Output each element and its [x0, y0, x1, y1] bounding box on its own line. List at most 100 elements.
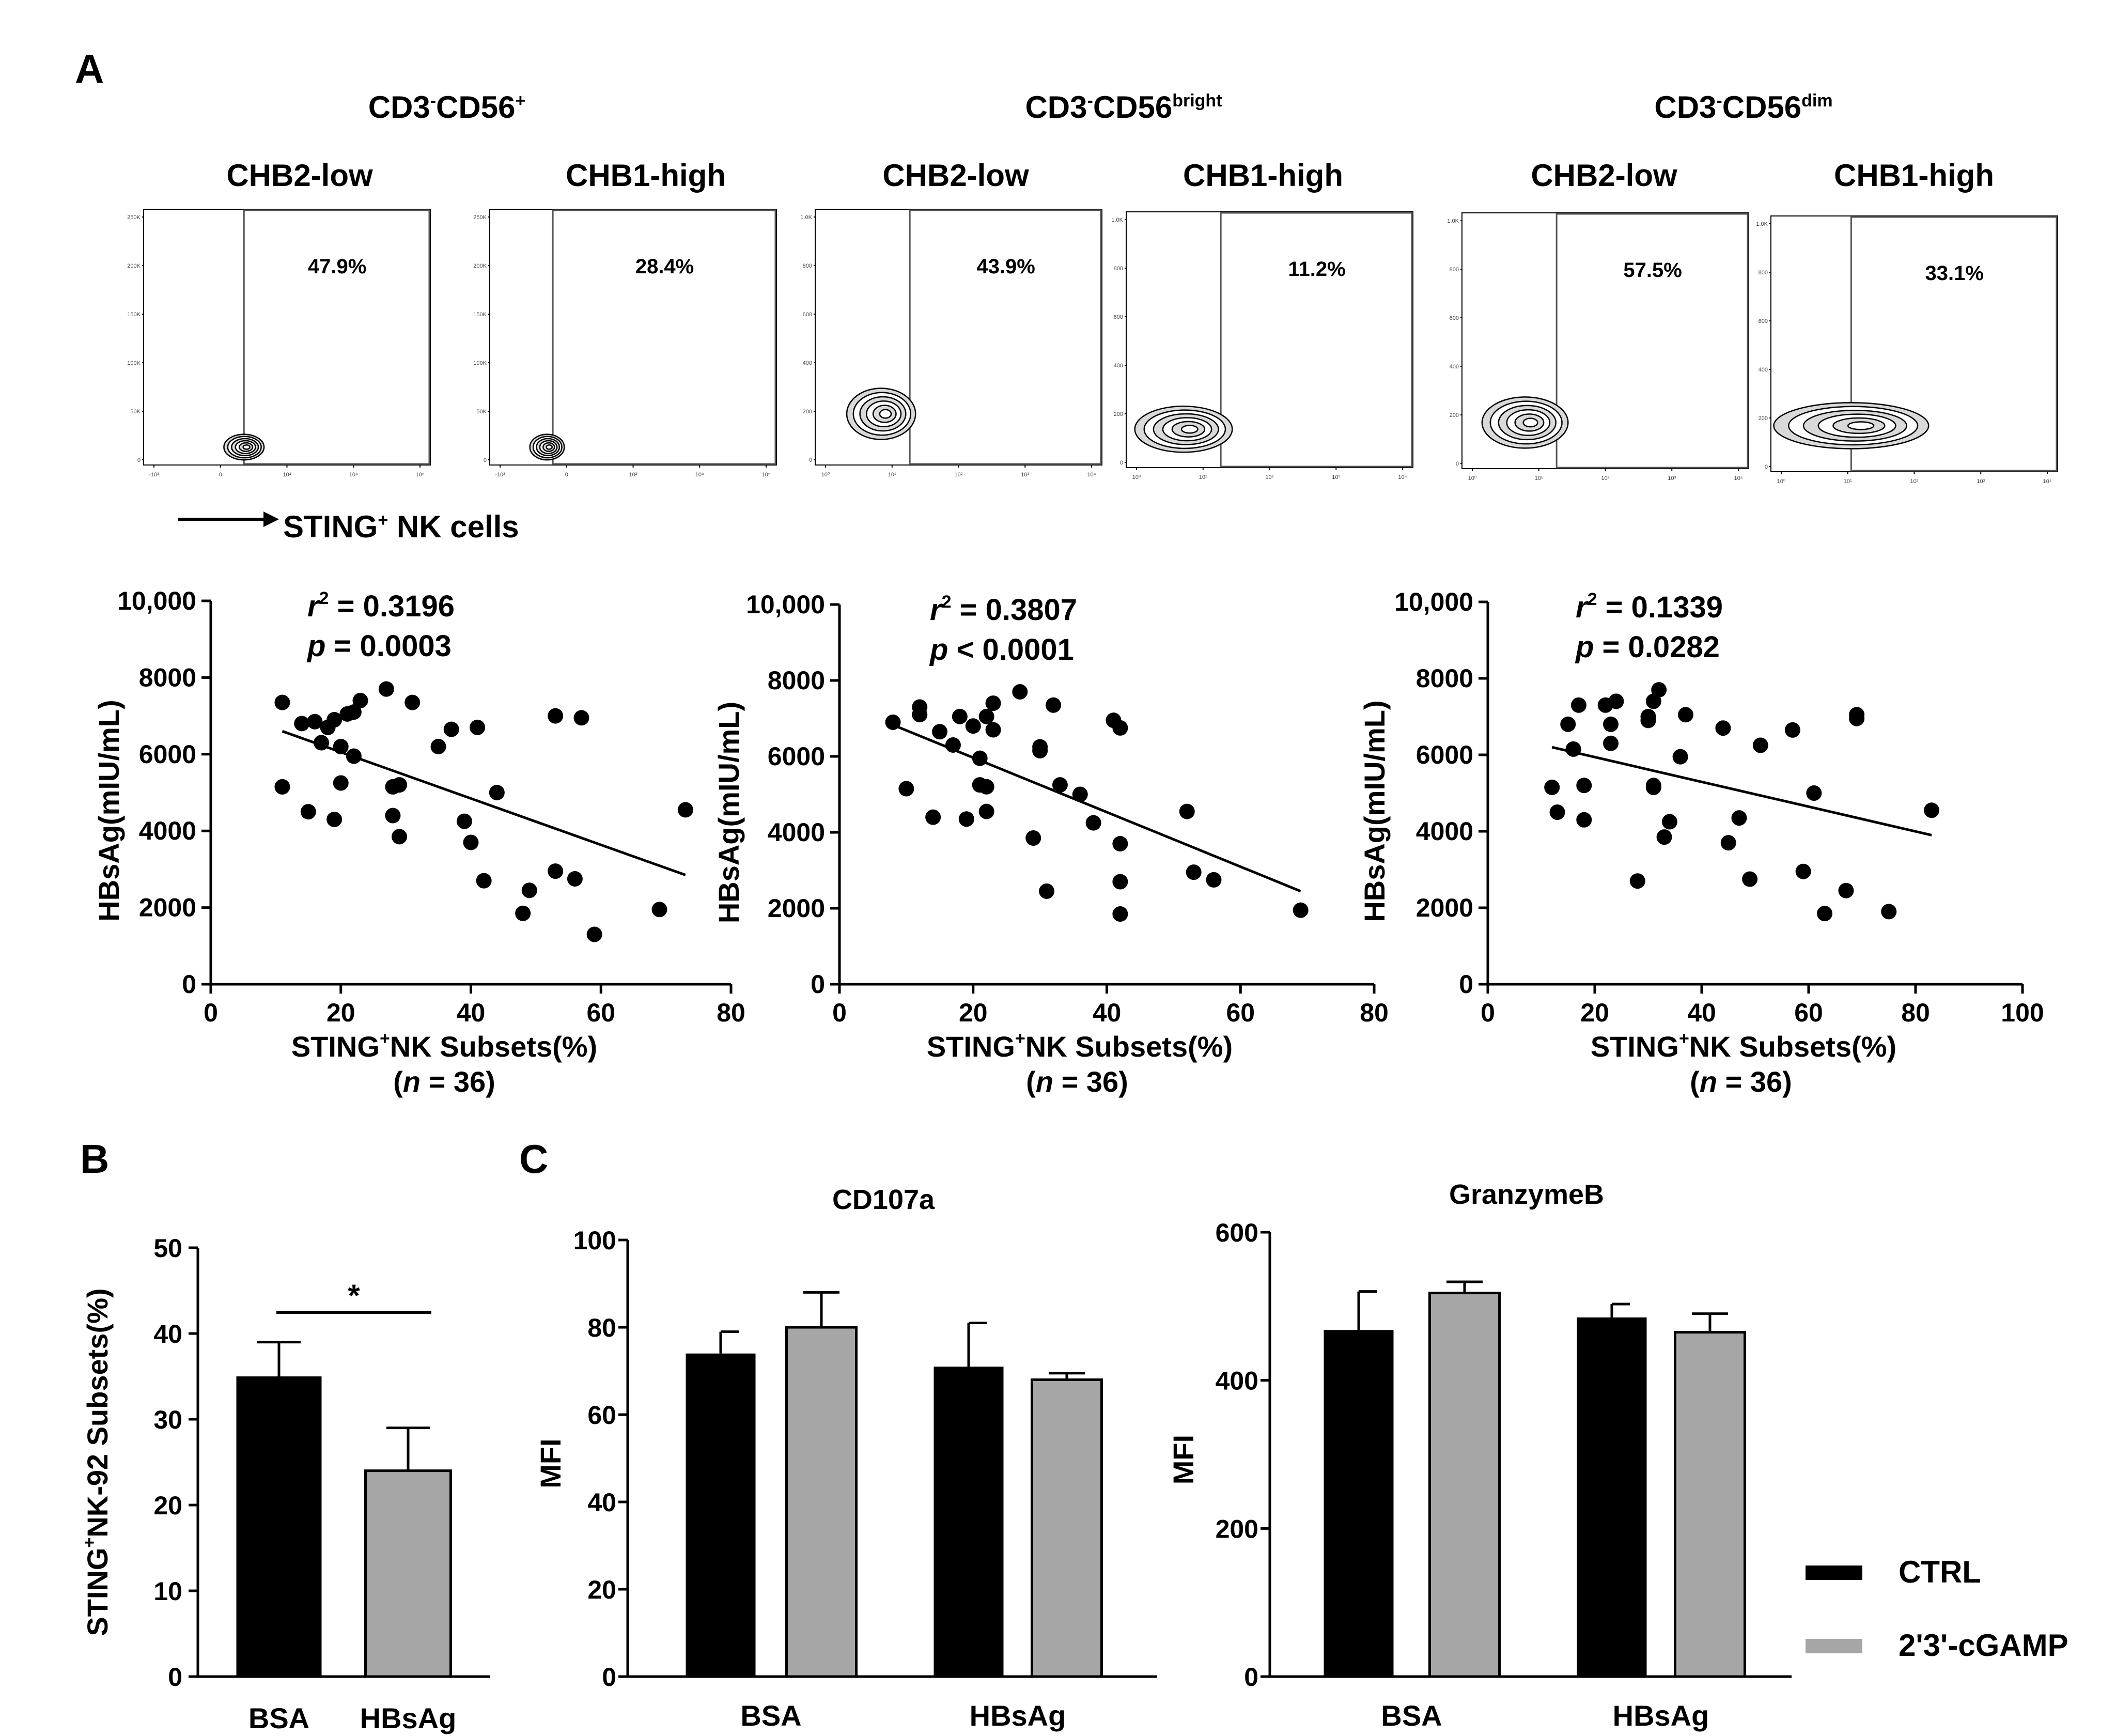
flow-contour [879, 409, 892, 419]
data-point [274, 694, 290, 710]
bar-ctrl-bsa [1324, 1330, 1394, 1677]
data-point [1112, 906, 1128, 922]
p-value-text: = 0.0003 [325, 629, 452, 663]
r-symbol: r [1576, 591, 1589, 624]
data-point [1549, 804, 1565, 820]
n-symbol: n [1036, 1065, 1053, 1098]
data-point [333, 775, 349, 791]
legend-label-cgamp: 2'3'-cGAMP [1899, 1628, 2068, 1663]
flow-y-tick: 1.0K [1111, 217, 1123, 223]
data-point [476, 873, 492, 889]
flow-x-tick: 10⁰ [821, 472, 830, 478]
data-point [1039, 883, 1055, 899]
flow-x-tick: 10² [1910, 478, 1919, 485]
data-point [548, 863, 564, 879]
data-point [1651, 682, 1667, 698]
data-point [1072, 786, 1088, 802]
bar-ctrl-bsa [686, 1353, 756, 1677]
data-point [1560, 716, 1576, 732]
x-label-rest: NK Subsets(%) [1689, 1030, 1896, 1063]
r-superscript: 2 [942, 592, 952, 612]
x-tick-label: 0 [204, 998, 218, 1027]
y-tick-label: 4000 [139, 816, 196, 845]
y-tick-label: 4000 [768, 818, 825, 847]
x-label-sup: + [1679, 1029, 1689, 1048]
r-squared-value: = 0.3807 [952, 593, 1078, 627]
data-point [952, 708, 968, 724]
data-point [392, 777, 408, 793]
y-label-main: STING [81, 1548, 114, 1636]
flow-group-title-3: CD3-CD56dim [1654, 90, 1832, 125]
y-axis-label: HBsAg(mIU/mL) [712, 702, 745, 923]
flow-contour [242, 444, 251, 450]
data-point [972, 750, 988, 766]
data-point [1206, 872, 1222, 888]
data-point [1179, 803, 1195, 819]
flow-y-tick: 0 [1456, 461, 1459, 467]
flow-gate-percent: 28.4% [635, 255, 694, 278]
flow-y-tick: 150K [127, 312, 141, 318]
data-point [378, 681, 394, 697]
data-point [1052, 777, 1068, 793]
data-point [352, 692, 368, 708]
x-label-sup: + [1015, 1029, 1025, 1048]
data-point [1608, 693, 1624, 709]
y-tick-label: 10,000 [1394, 587, 1473, 616]
flow-y-tick: 1.0K [800, 214, 812, 221]
data-point [978, 708, 994, 724]
bar-cgamp-hbsag [1031, 1378, 1103, 1678]
data-point [932, 724, 948, 740]
flow-x-tick: 10⁴ [1087, 472, 1096, 478]
y-tick-label: 0 [182, 970, 196, 999]
bar-chart-c1: 0 20 40 60 80 100 CD107a MFI BSA HBsAg [534, 1184, 1157, 1732]
y-tick-label: 10 [153, 1577, 182, 1606]
flow-gate [1220, 212, 1413, 468]
n-rest: = 36) [421, 1065, 495, 1098]
panel-letter-b: B [80, 1136, 109, 1182]
r-squared-value: = 0.3196 [329, 590, 455, 623]
flow-group-title-2: CD3-CD56bright [1025, 90, 1222, 125]
data-point [1565, 741, 1581, 757]
flow-y-tick: 800 [803, 263, 812, 269]
data-point [1817, 906, 1833, 922]
data-point [1645, 778, 1661, 794]
n-open: ( [393, 1065, 403, 1098]
flow-y-tick: 150K [473, 312, 487, 318]
data-point [346, 704, 362, 720]
r-squared: r2 = 0.1339 [1576, 590, 1723, 624]
flow-contour [1180, 425, 1199, 434]
r-symbol: r [930, 593, 943, 627]
p-value-text: = 0.0282 [1594, 630, 1720, 664]
p-value: p = 0.0282 [1575, 630, 1720, 664]
data-point [1752, 737, 1768, 753]
data-point [274, 779, 290, 795]
flow-plot-1: CHB2-low 47.9% 250K 200K 150K 100K 50K 0 -10³ 0 10… [127, 158, 431, 478]
x-label-rest: NK Subsets(%) [1025, 1030, 1233, 1063]
flow-gate-percent: 47.9% [308, 255, 366, 278]
bar-ctrl-hbsag [1577, 1317, 1647, 1677]
flow-x-tick: 10⁴ [1734, 475, 1743, 482]
flow-gate-percent: 11.2% [1288, 258, 1345, 281]
y-tick-label: 6000 [139, 740, 196, 769]
data-point [515, 905, 531, 921]
data-point [925, 809, 941, 825]
data-point [567, 871, 583, 887]
data-point [1784, 722, 1800, 738]
r-superscript: 2 [319, 588, 329, 608]
data-point [456, 813, 472, 829]
data-point [489, 785, 505, 800]
n-symbol: n [1700, 1065, 1717, 1098]
flow-x-tick: 10⁴ [1398, 474, 1407, 481]
scatter-plot-2: 0 2000 4000 6000 8000 10,000 0 20 40 60 80 r2 = 0.3… [712, 590, 1389, 1098]
bar-ctrl-hbsag [933, 1367, 1004, 1677]
flow-y-tick: 1.0K [1756, 221, 1768, 227]
y-tick-label: 20 [587, 1575, 616, 1604]
flow-plot-6: CHB1-high 33.1% 1.0K 800 600 400 200 0 10⁰ 10¹ 10²… [1756, 158, 2058, 485]
data-point [1924, 802, 1940, 818]
flow-y-tick: 0 [137, 457, 141, 463]
sample-size: (n = 36) [1690, 1065, 1792, 1098]
x-tick-label: 40 [1093, 998, 1122, 1027]
x-category-label: HBsAg [1613, 1699, 1709, 1732]
flow-plot-3: CHB2-low 43.9% 1.0K 800 600 400 200 0 10⁰ 10¹ 10² 1… [800, 158, 1102, 478]
